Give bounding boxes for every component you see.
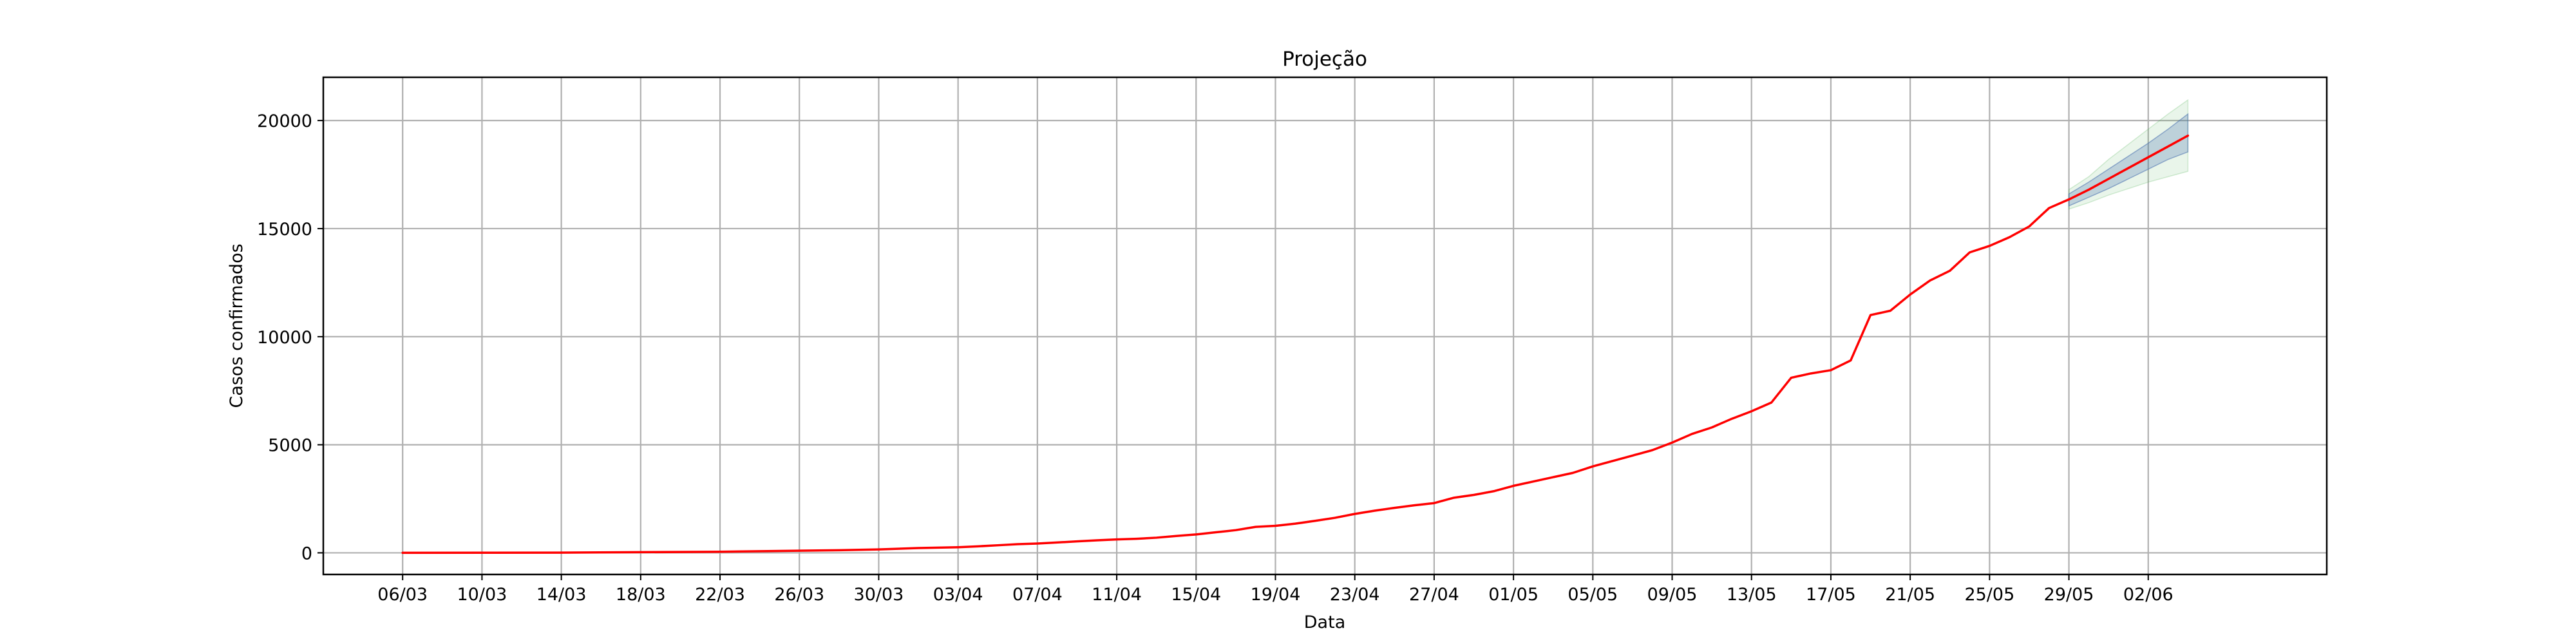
x-tick-label: 26/03 xyxy=(774,585,824,605)
x-tick-label: 25/05 xyxy=(1964,585,2014,605)
y-tick-label: 20000 xyxy=(257,111,312,131)
chart-title: Projeção xyxy=(1282,48,1367,71)
x-tick-label: 18/03 xyxy=(616,585,666,605)
x-tick-label: 30/03 xyxy=(854,585,904,605)
x-tick-label: 03/04 xyxy=(933,585,983,605)
y-tick-label: 15000 xyxy=(257,220,312,240)
y-tick-label: 5000 xyxy=(268,436,312,456)
y-axis-label: Casos confirmados xyxy=(227,243,247,408)
x-tick-label: 27/04 xyxy=(1409,585,1459,605)
confidence-band xyxy=(2068,99,2189,210)
projection-line xyxy=(2067,134,2190,201)
x-axis-label: Data xyxy=(1304,612,1345,632)
x-tick-label: 17/05 xyxy=(1806,585,1856,605)
x-tick-label: 06/03 xyxy=(377,585,428,605)
series-layer xyxy=(401,134,2190,554)
x-tick-label: 01/05 xyxy=(1488,585,1539,605)
x-tick-label: 14/03 xyxy=(536,585,587,605)
x-tick-label: 19/04 xyxy=(1251,585,1301,605)
confidence-band-layer xyxy=(2068,99,2189,210)
y-tick-label: 10000 xyxy=(257,328,312,348)
plot-frame xyxy=(322,76,2328,576)
tick-layer: 06/03 10/03 14/03 18/03 22/03 26/03 30/03 03/04… xyxy=(257,111,2174,605)
x-tick-label: 21/05 xyxy=(1885,585,1935,605)
x-tick-label: 11/04 xyxy=(1092,585,1142,605)
x-tick-label: 29/05 xyxy=(2044,585,2094,605)
x-tick-label: 15/04 xyxy=(1171,585,1221,605)
x-tick-label: 22/03 xyxy=(695,585,745,605)
x-tick-label: 13/05 xyxy=(1727,585,1777,605)
x-tick-label: 10/03 xyxy=(457,585,507,605)
x-tick-label: 09/05 xyxy=(1647,585,1698,605)
x-tick-label: 23/04 xyxy=(1330,585,1380,605)
x-tick-label: 07/04 xyxy=(1012,585,1063,605)
x-tick-label: 05/05 xyxy=(1567,585,1618,605)
x-tick-label: 02/06 xyxy=(2123,585,2174,605)
grid-layer xyxy=(323,77,2327,574)
confirmed-cases-line xyxy=(401,198,2070,554)
confidence-band xyxy=(2068,113,2189,207)
y-tick-label: 0 xyxy=(301,544,312,564)
